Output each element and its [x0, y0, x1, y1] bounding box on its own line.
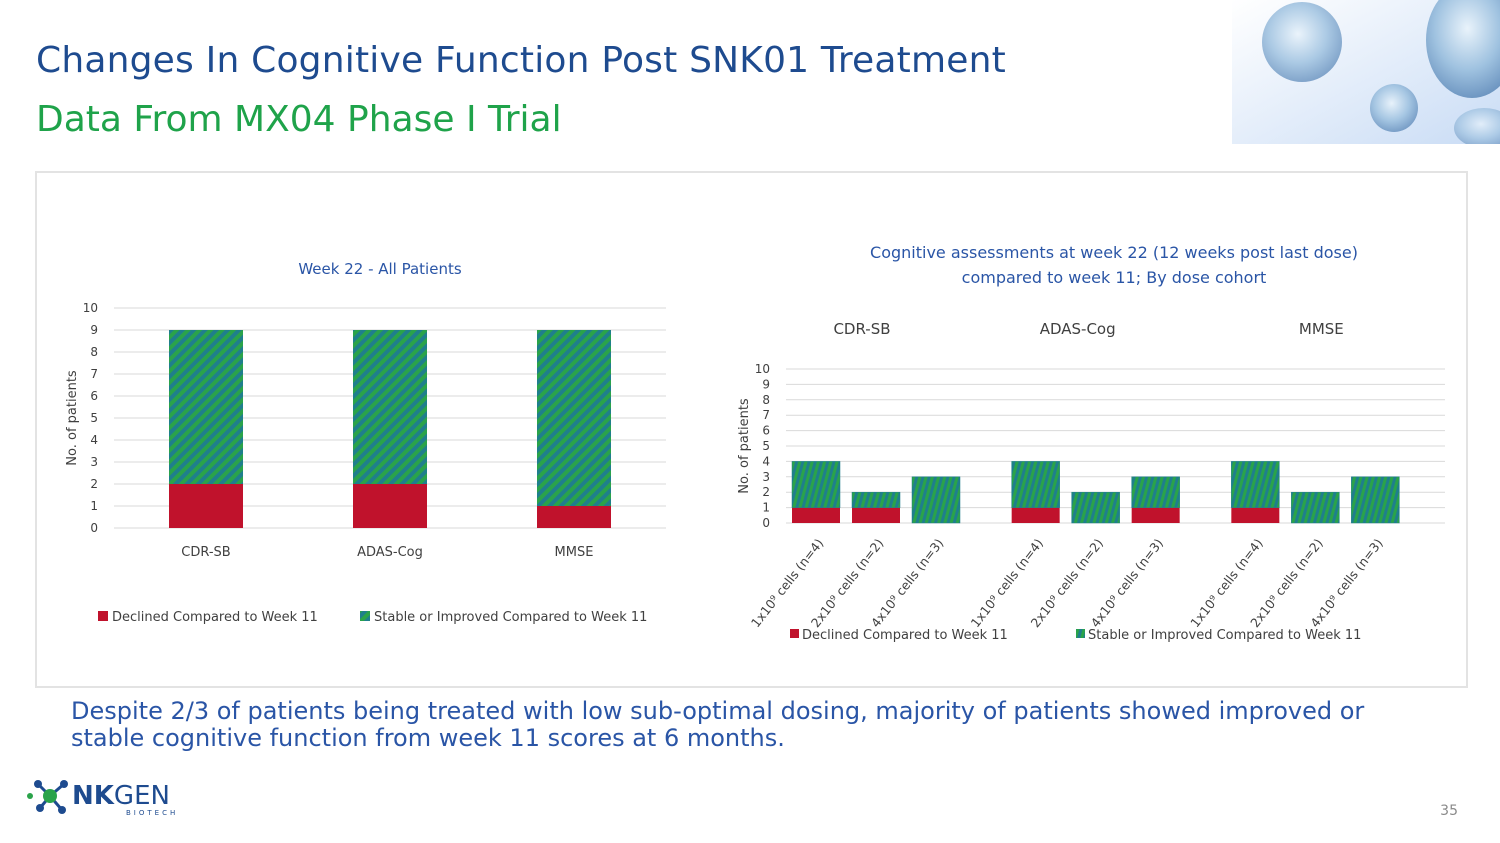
chart1-legend-stable-swatch [360, 611, 370, 621]
chart2-y-tick-label: 1 [762, 501, 770, 515]
chart1-x-tick-label: ADAS-Cog [357, 545, 423, 560]
chart1-y-tick-label: 2 [90, 477, 98, 491]
logo-brand-text: NKGEN [72, 781, 170, 811]
page-subtitle: Data From MX04 Phase I Trial [36, 99, 562, 140]
chart1-y-tick-label: 10 [83, 301, 98, 315]
chart2-y-tick-label: 2 [762, 485, 770, 499]
chart2-bar-stable [1011, 461, 1060, 508]
chart2-legend-declined: Declined Compared to Week 11 [802, 628, 1008, 643]
chart2-y-tick-label: 9 [762, 377, 770, 391]
molecule-icon [27, 780, 68, 814]
page-number: 35 [1440, 803, 1458, 819]
chart1-y-tick-label: 0 [90, 521, 98, 535]
logo-tagline-text: BIOTECH [126, 809, 178, 817]
chart2-title-line: compared to week 11; By dose cohort [962, 268, 1267, 287]
cell-decoration-image [1232, 0, 1500, 144]
chart2-bar-stable [1351, 476, 1400, 524]
chart2-title-line: Cognitive assessments at week 22 (12 wee… [870, 243, 1358, 262]
chart-panel [35, 171, 1468, 688]
chart1-y-tick-label: 4 [90, 433, 98, 447]
chart1-y-axis-label: No. of patients [65, 370, 80, 466]
chart2-legend-stable-swatch [1076, 629, 1085, 638]
chart1-bar-declined [353, 484, 427, 528]
chart1-y-tick-label: 7 [90, 367, 98, 381]
chart2-y-tick-label: 7 [762, 408, 770, 422]
chart2-bar-declined [1131, 507, 1180, 523]
chart2-bar-stable [1071, 491, 1120, 524]
chart2-y-tick-label: 5 [762, 439, 770, 453]
summary-text: Despite 2/3 of patients being treated wi… [71, 697, 1365, 752]
chart2-bar-stable [1131, 476, 1180, 508]
chart2-y-tick-label: 0 [762, 516, 770, 530]
chart2-bar-stable [791, 461, 841, 508]
chart2-bar-stable [911, 476, 961, 524]
chart1-x-tick-label: MMSE [555, 545, 594, 560]
chart1-bar-declined [537, 506, 611, 528]
page-title: Changes In Cognitive Function Post SNK01… [36, 40, 1006, 81]
chart1-bar-stable [353, 330, 427, 484]
chart2-group-label: ADAS-Cog [1040, 320, 1116, 338]
chart1-y-tick-label: 3 [90, 455, 98, 469]
chart1-bar-stable [537, 330, 611, 506]
chart2-y-tick-label: 6 [762, 424, 770, 438]
chart1-legend-declined-swatch [98, 611, 108, 621]
chart1-y-tick-label: 9 [90, 323, 98, 337]
chart2-y-tick-label: 4 [762, 454, 770, 468]
chart2-y-axis-label: No. of patients [737, 398, 752, 494]
chart2-legend-declined-swatch [790, 629, 799, 638]
chart2-group-label: CDR-SB [833, 320, 890, 338]
chart2-y-tick-label: 10 [755, 362, 770, 376]
chart2-bar-stable [1291, 491, 1340, 524]
chart2-bar-stable [851, 491, 901, 508]
chart1-title: Week 22 - All Patients [298, 260, 461, 278]
chart2-group-label: MMSE [1299, 320, 1344, 338]
chart1-y-tick-label: 8 [90, 345, 98, 359]
chart2-bar-declined [1011, 507, 1060, 523]
chart1-bar-declined [169, 484, 243, 528]
chart1-y-tick-label: 5 [90, 411, 98, 425]
chart1-legend-declined: Declined Compared to Week 11 [112, 610, 318, 625]
chart2-y-tick-label: 8 [762, 393, 770, 407]
chart1-y-tick-label: 1 [90, 499, 98, 513]
chart2-y-tick-label: 3 [762, 470, 770, 484]
chart2-bar-declined [1231, 507, 1280, 523]
chart1-legend-stable: Stable or Improved Compared to Week 11 [374, 610, 647, 625]
chart2-bar-declined [852, 507, 900, 523]
chart2-legend-stable: Stable or Improved Compared to Week 11 [1088, 628, 1361, 643]
chart2-bar-declined [792, 507, 840, 523]
chart1-x-tick-label: CDR-SB [181, 545, 230, 560]
chart1-y-tick-label: 6 [90, 389, 98, 403]
dose-cohort-chart: Cognitive assessments at week 22 (12 wee… [737, 243, 1445, 643]
chart2-bar-stable [1231, 461, 1280, 508]
chart1-bar-stable [169, 330, 243, 484]
nkgen-logo: NKGEN BIOTECH [27, 780, 178, 817]
week22-all-patients-chart: Week 22 - All Patients 0 1 2 3 4 5 6 7 8 9 10 No. of… [65, 260, 666, 625]
